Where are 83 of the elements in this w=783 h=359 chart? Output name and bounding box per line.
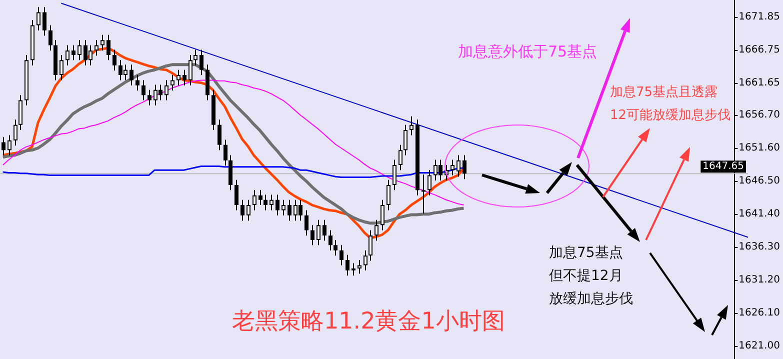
y-tick-label: 1651.60 xyxy=(738,142,780,154)
candlestick xyxy=(36,6,40,31)
candlestick xyxy=(164,80,168,101)
candlestick xyxy=(252,190,256,211)
candlestick xyxy=(340,244,344,266)
candlestick xyxy=(224,139,228,166)
text: 加息75基点且透露 xyxy=(610,85,718,100)
y-tick-label: 1646.50 xyxy=(738,176,780,187)
candlestick xyxy=(322,219,326,242)
candlestick xyxy=(328,230,332,251)
text: 但不提12月 xyxy=(549,268,623,284)
candlestick xyxy=(148,89,152,106)
candlestick xyxy=(364,250,368,271)
candlestick xyxy=(392,159,396,191)
text: 老黑策略11.2黄金1小时图 xyxy=(232,308,505,334)
y-tick-label: 1621.00 xyxy=(738,340,780,352)
candlestick xyxy=(422,174,426,214)
candlestick xyxy=(218,119,222,151)
y-tick-label: 1636.30 xyxy=(738,242,780,253)
candlestick xyxy=(410,116,414,136)
candlestick xyxy=(316,219,320,246)
candlestick xyxy=(42,6,46,36)
candlestick xyxy=(462,154,466,180)
candlestick xyxy=(270,194,274,211)
candlestick xyxy=(94,40,98,56)
line-series xyxy=(2,80,464,206)
y-tick-label: 1666.75 xyxy=(738,44,780,56)
candlestick xyxy=(228,154,232,191)
text: 12可能放缓加息步伐 xyxy=(610,108,731,123)
candlestick xyxy=(368,230,372,262)
candlestick xyxy=(456,154,460,178)
candlestick xyxy=(8,134,12,156)
candlestick xyxy=(18,94,22,131)
y-tick-label: 1626.10 xyxy=(738,308,780,319)
candlestick xyxy=(346,254,350,276)
y-tick-label: 1641.40 xyxy=(738,208,780,220)
candlestick xyxy=(282,199,286,216)
candlestick xyxy=(60,54,64,81)
candlestick xyxy=(106,34,110,61)
candlestick xyxy=(352,262,356,276)
candlestick xyxy=(100,34,104,51)
candlestick xyxy=(304,210,308,236)
candlestick xyxy=(358,260,362,274)
candlestick xyxy=(188,54,192,86)
candlestick xyxy=(176,69,180,86)
candlestick xyxy=(234,179,238,211)
candlestick xyxy=(334,239,338,256)
candlestick xyxy=(276,194,280,216)
y-tick-label: 1656.70 xyxy=(738,110,780,121)
candlestick xyxy=(136,74,140,92)
candlestick xyxy=(170,74,174,92)
candlestick xyxy=(288,199,292,222)
candlestick xyxy=(264,194,268,211)
candlestick xyxy=(374,219,378,242)
candlestick xyxy=(380,199,384,231)
y-tick-label: 1661.65 xyxy=(738,78,780,89)
candlestick xyxy=(182,69,186,86)
candlestick xyxy=(2,136,6,156)
candlestick xyxy=(240,199,244,222)
candlestick xyxy=(14,119,18,146)
candlestick xyxy=(404,124,408,156)
candlestick xyxy=(246,199,250,222)
candlestick xyxy=(398,144,402,171)
candlestick xyxy=(258,190,262,206)
candlestick xyxy=(66,44,70,66)
candlestick xyxy=(194,49,198,66)
candlestick xyxy=(200,49,204,76)
candlestick xyxy=(112,49,116,72)
y-tick-label: 1631.20 xyxy=(738,274,780,286)
text: 放缓加息步伐 xyxy=(549,291,633,307)
annotation: 加息意外低于75基点 xyxy=(458,42,598,60)
y-tick-label: 1671.85 xyxy=(738,12,780,23)
candlestick xyxy=(130,64,134,86)
candlestick xyxy=(450,159,454,176)
candlestick xyxy=(310,224,314,246)
candlestick xyxy=(386,179,390,211)
candlestick xyxy=(72,44,76,61)
candlestick xyxy=(428,170,432,196)
candlestick xyxy=(48,24,52,51)
ref-line-label: 1647.65 xyxy=(702,161,744,172)
candlestick xyxy=(78,40,82,61)
text: 加息75基点 xyxy=(549,245,623,261)
candlestick xyxy=(142,80,146,101)
